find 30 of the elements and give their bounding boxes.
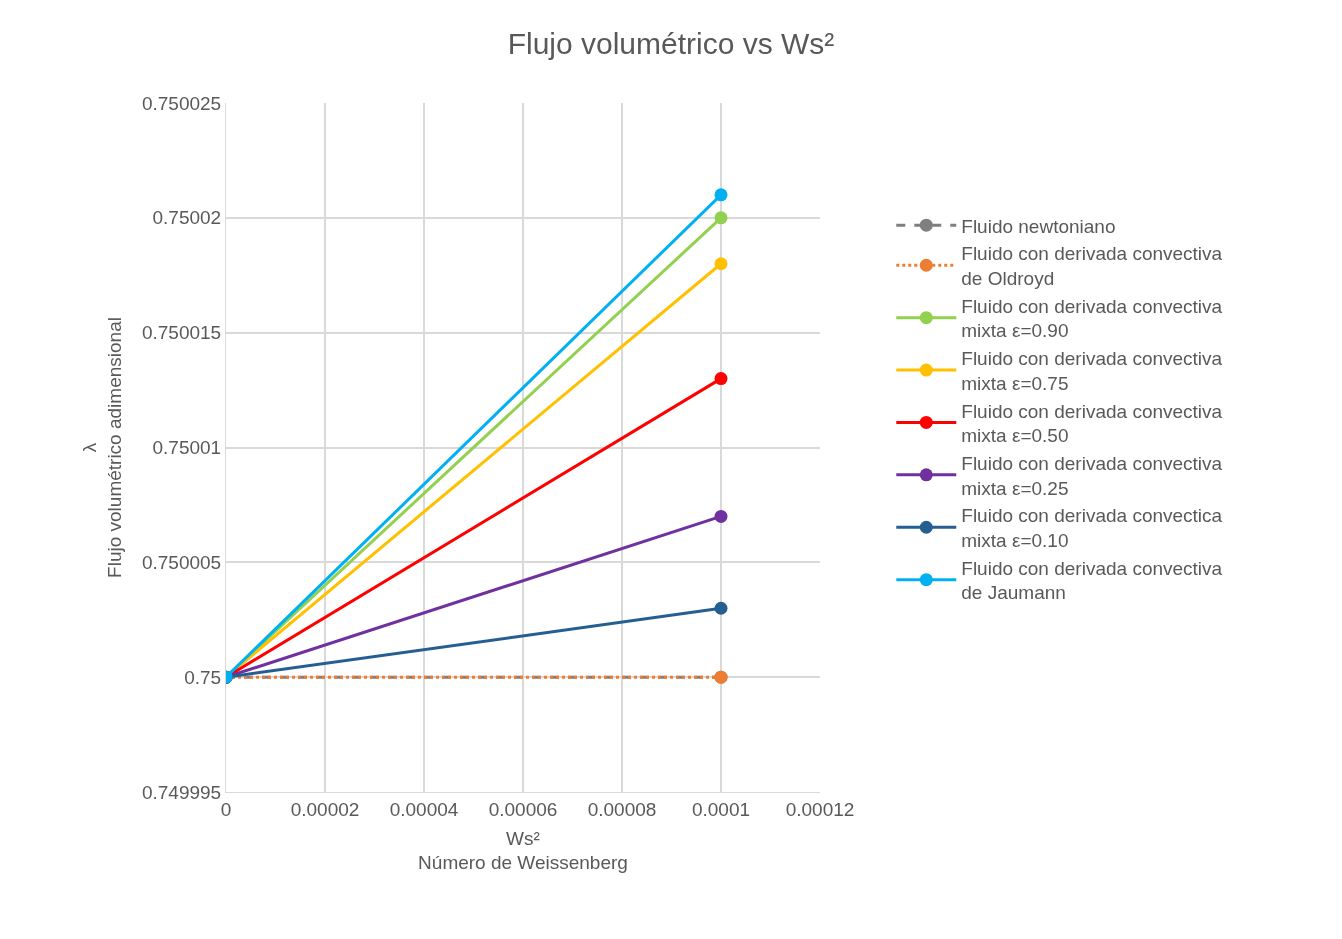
y-tick-label: 0.75002 bbox=[152, 207, 222, 229]
legend-label: Fluido newtoniano bbox=[961, 215, 1116, 237]
point bbox=[714, 372, 728, 386]
y-tick-label: 0.750025 bbox=[141, 92, 222, 114]
point bbox=[714, 601, 728, 615]
legend-label: Fluido con derivada convectiva mixta ε=0.25 bbox=[961, 452, 1223, 499]
point bbox=[714, 257, 728, 271]
y-tick-label: 0.75 bbox=[184, 666, 222, 688]
chart-title: Flujo volumétrico vs Ws² bbox=[507, 26, 835, 60]
y-axis-title: λ Flujo volumétrico adimensional bbox=[79, 317, 125, 578]
x-tick-label: 0.00002 bbox=[290, 798, 360, 820]
y-tick-label: 0.750015 bbox=[141, 322, 222, 344]
point bbox=[714, 211, 728, 225]
y-tick-label: 0.750005 bbox=[141, 551, 222, 573]
y-tick-label: 0.749995 bbox=[141, 781, 222, 803]
legend-label: Fluido con derivada convectiva mixta ε=0.90 bbox=[961, 295, 1223, 342]
x-tick-label: 0.00006 bbox=[488, 798, 558, 820]
x-axis-title: Ws² Número de Weissenberg bbox=[418, 827, 628, 874]
point bbox=[714, 509, 728, 523]
x-tick-label: 0.00004 bbox=[389, 798, 459, 820]
legend-label: Fluido con derivada convectiva de Oldroyd bbox=[961, 243, 1223, 290]
legend-label: Fluido con derivada convectiva mixta ε=0.75 bbox=[961, 348, 1223, 394]
x-tick-label: 0.0001 bbox=[691, 798, 751, 820]
x-tick-label: 0 bbox=[220, 798, 232, 820]
x-tick-label: 0.00012 bbox=[785, 798, 855, 820]
legend-label: Fluido con derivada convectiva mixta ε=0.50 bbox=[961, 400, 1223, 447]
y-tick-label: 0.75001 bbox=[152, 437, 222, 459]
x-tick-label: 0.00008 bbox=[587, 798, 657, 820]
legend-label: Fluido con derivada convectiva de Jaumann bbox=[961, 557, 1223, 604]
legend-label: Fluido con derivada convectica mixta ε=0.10 bbox=[961, 505, 1223, 552]
